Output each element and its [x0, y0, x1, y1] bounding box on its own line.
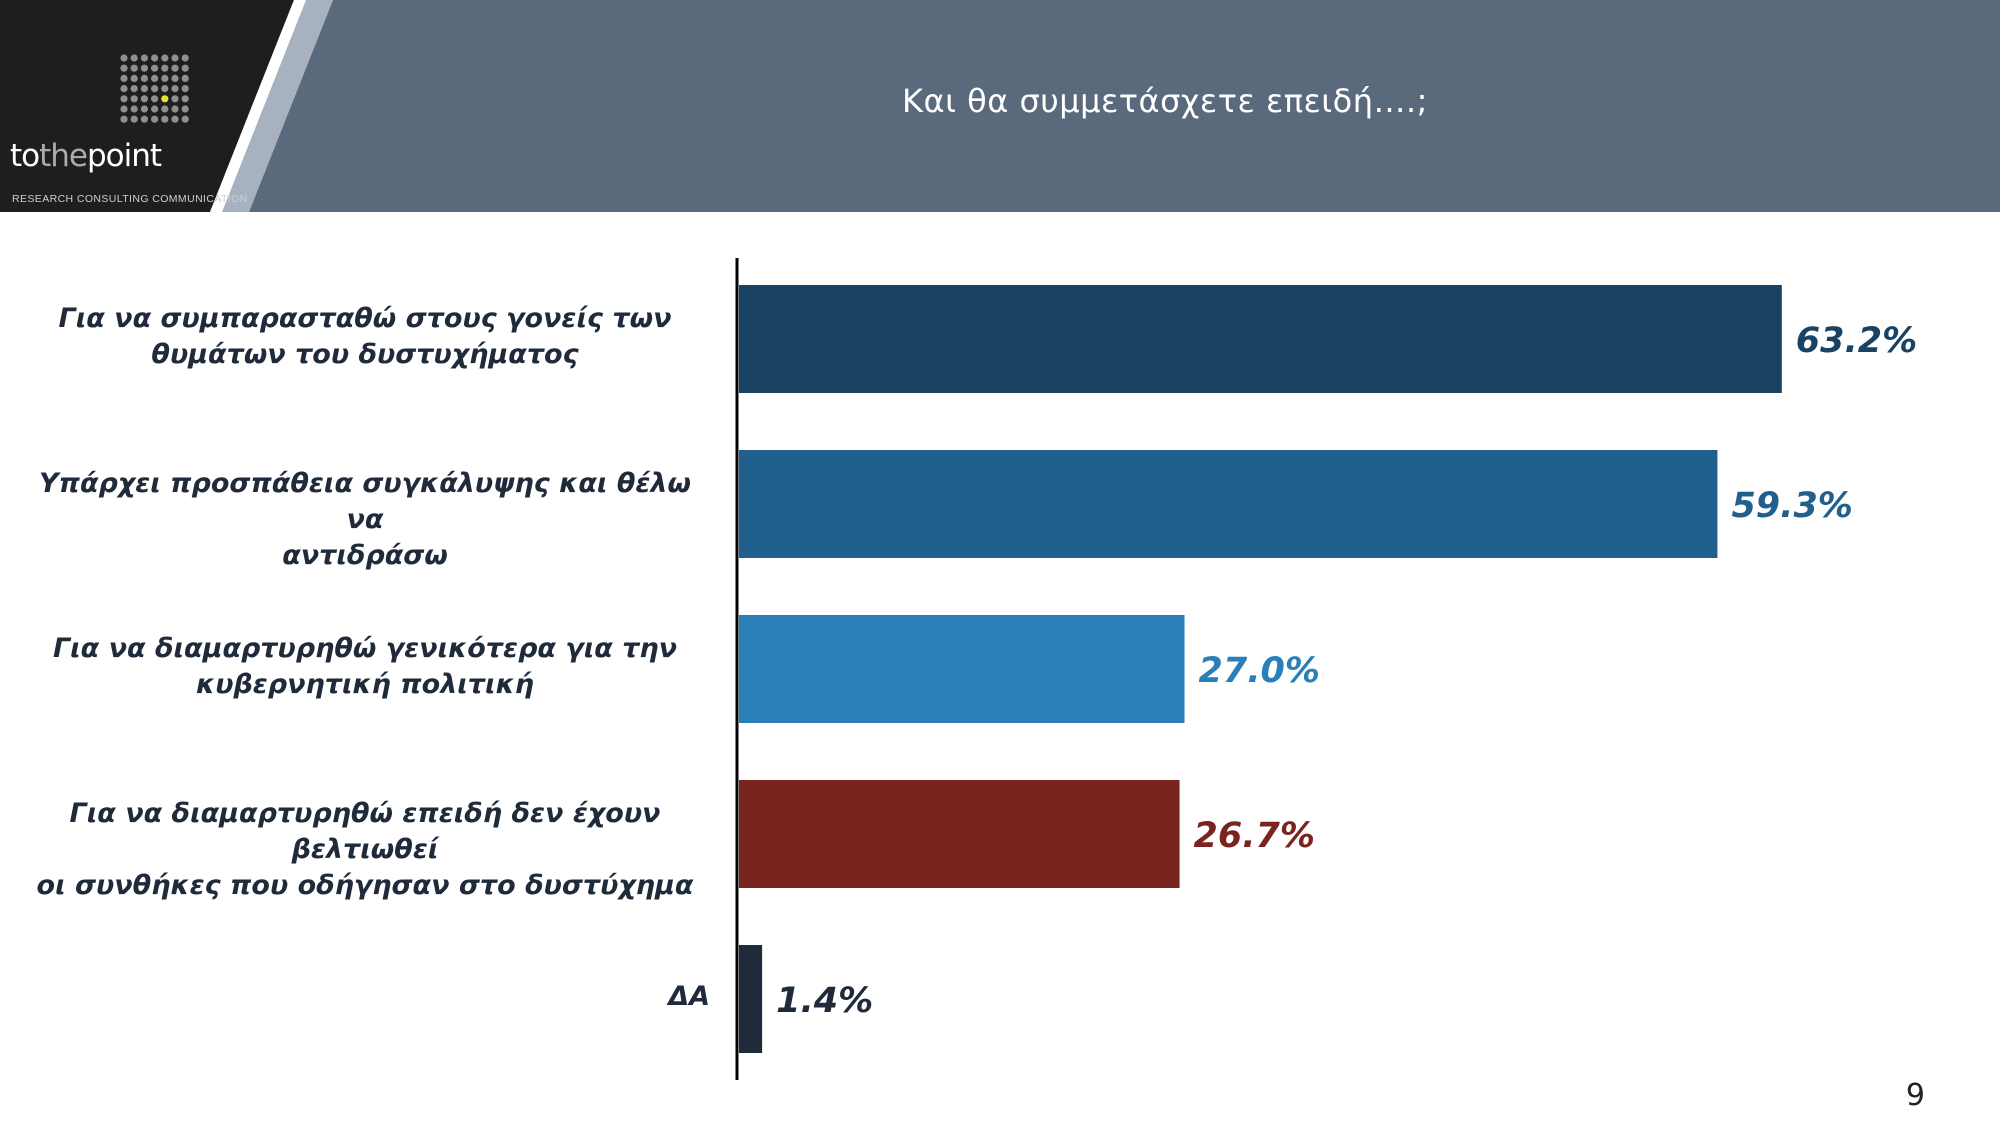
logo-dot	[120, 105, 128, 113]
logo-dot	[181, 74, 189, 82]
data-label: 26.7%	[1194, 816, 1315, 856]
logo-dot-grid-icon	[120, 54, 189, 123]
logo-dot	[140, 105, 148, 113]
logo-wordmark: tothepoint	[10, 138, 162, 174]
bar	[739, 285, 1782, 393]
category-label-line: ΔΑ	[668, 981, 710, 1012]
logo-dot	[130, 54, 138, 62]
header-title-panel	[249, 0, 2000, 212]
header-stripe-divider	[210, 0, 306, 212]
logo-dot	[161, 64, 169, 72]
logo-dot	[151, 54, 159, 62]
logo-dot	[161, 105, 169, 113]
category-label: Για να διαμαρτυρηθώ γενικότερα για την κυ…	[20, 631, 710, 703]
logo-dot	[140, 64, 148, 72]
bar	[739, 615, 1185, 723]
category-label: ΔΑ	[20, 979, 710, 1015]
logo-dot	[171, 64, 179, 72]
logo-background	[0, 0, 294, 212]
page-number: 9	[1905, 1078, 1925, 1113]
logo-dot	[161, 54, 169, 62]
category-label-line: Υπάρχει προσπάθεια συγκάλυψης και θέλω ν…	[39, 468, 691, 535]
logo-dot	[171, 105, 179, 113]
logo-dot	[120, 85, 128, 93]
category-label: Για να διαμαρτυρηθώ επειδή δεν έχουν βελ…	[20, 796, 710, 904]
bar	[739, 945, 763, 1053]
logo-dot	[181, 95, 189, 103]
logo-dot	[171, 74, 179, 82]
logo-accent-dot	[161, 95, 169, 103]
logo-dot	[151, 105, 159, 113]
logo-dot	[130, 105, 138, 113]
logo-dot	[120, 64, 128, 72]
logo-dot	[140, 85, 148, 93]
logo-dot	[171, 85, 179, 93]
bar	[739, 450, 1718, 558]
logo-dot	[151, 95, 159, 103]
logo-dot	[130, 64, 138, 72]
bar	[739, 780, 1180, 888]
category-label-line: αντιδράσω	[282, 540, 448, 571]
logo-dot	[181, 54, 189, 62]
category-label: Για να συμπαρασταθώ στους γονείς των θυμά…	[20, 301, 710, 373]
logo-tagline: RESEARCH CONSULTING COMMUNICATION	[12, 193, 248, 205]
logo-dot	[181, 105, 189, 113]
logo-dot	[120, 115, 128, 123]
logo-dot	[120, 74, 128, 82]
logo-dot	[120, 95, 128, 103]
category-label: Υπάρχει προσπάθεια συγκάλυψης και θέλω ν…	[20, 466, 710, 574]
logo-word-point: point	[87, 138, 162, 174]
data-label: 63.2%	[1796, 321, 1917, 361]
logo-dot	[161, 85, 169, 93]
page-title: Και θα συμμετάσχετε επειδή….;	[902, 82, 1428, 120]
logo-dot	[140, 95, 148, 103]
logo-dot	[130, 95, 138, 103]
logo-dot	[161, 74, 169, 82]
logo-dot	[161, 115, 169, 123]
logo-dot	[120, 54, 128, 62]
logo-dot	[140, 54, 148, 62]
category-label-line: κυβερνητική πολιτική	[196, 669, 534, 700]
logo-dot	[181, 115, 189, 123]
logo-dot	[151, 74, 159, 82]
category-label-line: Για να διαμαρτυρηθώ γενικότερα για την	[52, 633, 678, 664]
logo-dot	[140, 74, 148, 82]
data-label: 1.4%	[776, 981, 873, 1021]
logo-dot	[181, 85, 189, 93]
logo-dot	[171, 115, 179, 123]
header-banner	[0, 0, 2000, 212]
category-label-line: Για να συμπαρασταθώ στους γονείς των	[58, 303, 672, 334]
category-label-line: Για να διαμαρτυρηθώ επειδή δεν έχουν βελ…	[69, 798, 661, 865]
logo-word-to: to	[10, 138, 40, 174]
category-label-line: οι συνθήκες που οδήγησαν στο δυστύχημα	[36, 870, 694, 901]
logo-dot	[130, 74, 138, 82]
logo-dot	[181, 64, 189, 72]
logo-dot	[171, 95, 179, 103]
logo-word-the: the	[39, 138, 88, 174]
logo-dot	[130, 115, 138, 123]
logo-dot	[151, 85, 159, 93]
logo-dot	[130, 85, 138, 93]
data-label: 59.3%	[1731, 486, 1852, 526]
logo-dot	[171, 54, 179, 62]
logo-dot	[151, 115, 159, 123]
data-label: 27.0%	[1199, 651, 1320, 691]
logo-dot	[151, 64, 159, 72]
logo-dot	[140, 115, 148, 123]
category-label-line: θυμάτων του δυστυχήματος	[151, 339, 579, 370]
